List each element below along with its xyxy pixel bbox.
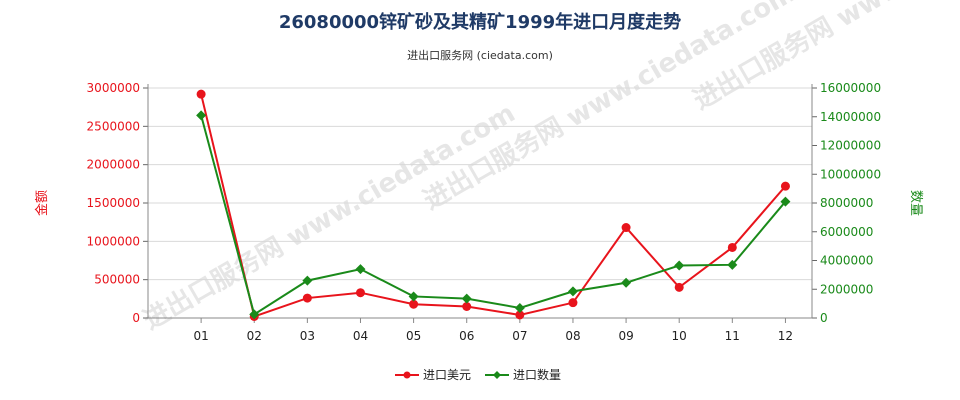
data-point [196, 110, 207, 121]
right-tick-label: 10000000 [820, 167, 881, 181]
left-tick-label: 1000000 [87, 234, 140, 248]
left-tick-label: 500000 [94, 273, 140, 287]
right-tick-label: 2000000 [820, 282, 873, 296]
data-point [780, 181, 790, 191]
legend-marker [493, 371, 501, 379]
x-tick-label: 03 [300, 329, 315, 343]
axes: 0 500000 1000000 1500000 2000000 2500000 30000… [87, 81, 882, 343]
data-point [302, 275, 313, 286]
right-tick-label: 16000000 [820, 81, 881, 95]
x-tick-label: 08 [565, 329, 580, 343]
series-line [200, 115, 787, 316]
left-tick-label: 2000000 [87, 158, 140, 172]
data-point [727, 259, 738, 270]
watermark-text: 进出口服务网 www.ciedata.com [139, 98, 521, 336]
data-point [621, 277, 632, 288]
data-point [408, 291, 419, 302]
right-tick-label: 6000000 [820, 225, 873, 239]
data-point [568, 298, 578, 308]
series-quantity [196, 110, 791, 320]
right-axis-title: 数量 [908, 190, 923, 216]
x-tick-label: 04 [353, 329, 368, 343]
x-tick-label: 01 [193, 329, 208, 343]
right-tick-label: 8000000 [820, 196, 873, 210]
legend-label: 进口美元 [423, 368, 471, 382]
legend-item: 进口美元 [395, 368, 471, 382]
chart-subtitle: 进出口服务网 (ciedata.com) [407, 48, 553, 62]
left-tick-label: 1500000 [87, 196, 140, 210]
data-point [355, 264, 366, 275]
legend-item: 进口数量 [485, 367, 561, 382]
x-tick-label: 09 [618, 329, 633, 343]
chart-title: 26080000锌矿砂及其精矿1999年进口月度走势 [279, 11, 681, 33]
data-point [409, 299, 419, 309]
series-layer [196, 89, 791, 321]
left-tick-label: 0 [132, 311, 140, 325]
data-point [727, 242, 737, 252]
series-value [196, 89, 790, 321]
data-point [674, 260, 685, 271]
series-line [200, 93, 787, 318]
legend-marker [403, 371, 411, 379]
data-point [249, 309, 260, 320]
data-point [461, 293, 472, 304]
data-point [674, 282, 684, 292]
x-tick-label: 07 [512, 329, 527, 343]
data-point [355, 288, 365, 298]
x-tick-label: 11 [725, 329, 740, 343]
x-tick-label: 05 [406, 329, 421, 343]
x-tick-label: 06 [459, 329, 474, 343]
right-tick-label: 14000000 [820, 110, 881, 124]
legend: 进口美元 进口数量 [395, 367, 561, 382]
legend-label: 进口数量 [513, 367, 561, 382]
x-tick-label: 10 [672, 329, 687, 343]
data-point [780, 196, 791, 207]
data-point [515, 310, 525, 320]
data-point [567, 286, 578, 297]
data-point [196, 89, 206, 99]
left-axis-title: 金额 [34, 190, 50, 216]
data-point [302, 293, 312, 303]
right-tick-label: 12000000 [820, 139, 881, 153]
right-tick-label: 4000000 [820, 254, 873, 268]
x-tick-label: 12 [778, 329, 793, 343]
data-point [621, 223, 631, 233]
data-point [514, 302, 525, 313]
left-tick-label: 3000000 [87, 81, 140, 95]
grid-lines [148, 87, 812, 281]
left-tick-label: 2500000 [87, 119, 140, 133]
x-tick-label: 02 [247, 329, 262, 343]
data-point [462, 302, 472, 311]
right-tick-label: 0 [820, 311, 828, 325]
